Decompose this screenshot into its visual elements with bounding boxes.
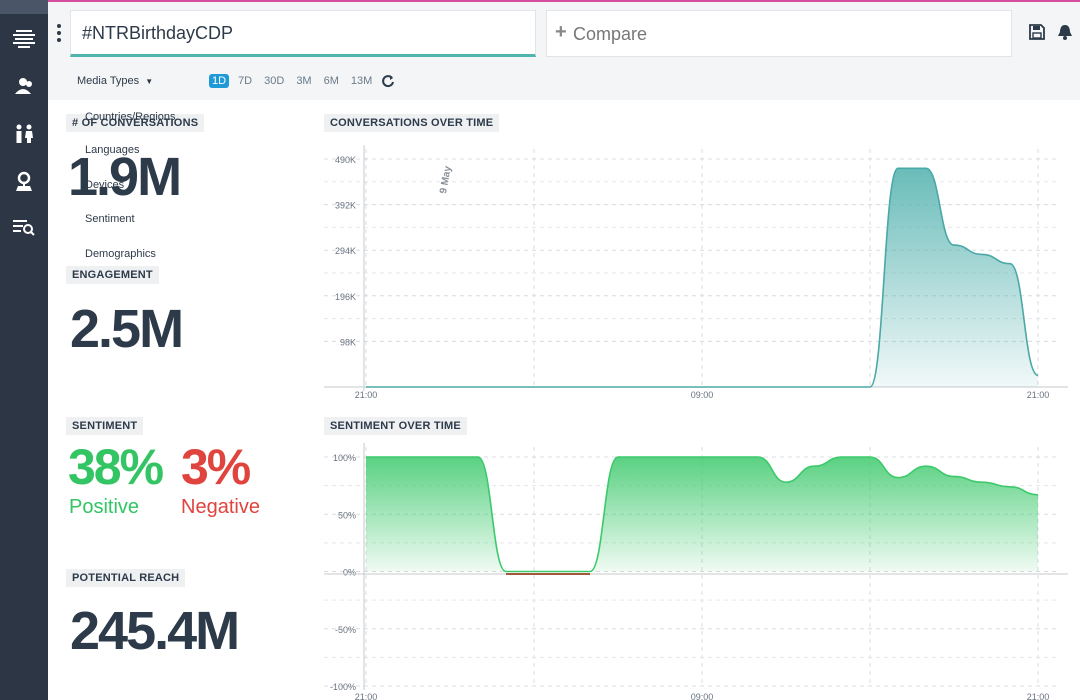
x-tick-label: 21:00 [355,390,378,400]
range-3m[interactable]: 3M [296,75,312,87]
top-accent-line [0,0,1080,2]
menu-item-demographics[interactable]: Demographics [85,248,156,260]
y-tick-label: 0% [343,568,356,578]
sidebar [0,0,48,700]
x-tick-label: 21:00 [1027,692,1050,700]
location-icon[interactable] [12,170,36,194]
sidebar-logo [0,0,48,14]
y-tick-label: 196K [335,292,356,302]
sentiment-chart-title: SENTIMENT OVER TIME [324,417,467,435]
media-types-label: Media Types [77,75,140,87]
y-tick-label: 490K [335,155,356,165]
list-search-icon[interactable] [12,216,36,240]
demographics-icon[interactable] [12,122,36,146]
series-area [366,168,1038,387]
x-tick-label: 21:00 [355,692,378,700]
range-7d[interactable]: 7D [238,75,253,87]
date-annotation: 9 May [438,165,454,195]
conversations-chart-title: CONVERSATIONS OVER TIME [324,114,500,132]
conversations-value: 1.9M [68,147,182,207]
negative-label: Negative [181,496,260,518]
media-types-dropdown[interactable]: Media Types ▼ [77,75,153,87]
x-tick-label: 09:00 [691,692,714,700]
series-line [366,456,1039,573]
y-tick-label: 50% [338,510,356,520]
x-tick-label: 09:00 [691,390,714,400]
menu-item-sentiment[interactable]: Sentiment [85,213,135,225]
search-query-text: #NTRBirthdayCDP [82,23,234,43]
engagement-label: ENGAGEMENT [66,266,159,284]
series-area [366,457,1038,572]
menu-item-languages[interactable]: Languages [85,144,140,156]
positive-label: Positive [69,496,140,518]
time-range-selector: 1D 7D 30D 3M 6M 13M [209,74,375,88]
y-tick-label: 392K [335,201,356,211]
stream-icon[interactable] [12,26,36,50]
range-30d[interactable]: 30D [264,75,285,87]
compare-label: Compare [573,24,648,44]
sentiment-chart: 100%50%0%-50%-100%21:00 09:00 21:00 [324,443,1068,700]
range-6m[interactable]: 6M [323,75,339,87]
sentiment-label: SENTIMENT [66,417,144,435]
menu-item-countries[interactable]: Countries/Regions [85,111,176,123]
save-icon[interactable] [1029,24,1047,42]
reach-label: POTENTIAL REACH [66,569,186,587]
range-13m[interactable]: 13M [350,75,373,87]
chevron-down-icon: ▼ [145,77,154,86]
engagement-value: 2.5M [70,299,184,359]
negative-pct: 3% [181,439,251,495]
positive-pct: 38% [68,439,164,495]
users-icon[interactable] [12,74,36,98]
search-query-field[interactable]: #NTRBirthdayCDP [70,10,536,57]
y-tick-label: -100% [330,682,356,692]
y-tick-label: -50% [335,625,356,635]
refresh-icon[interactable] [381,74,395,88]
bell-icon[interactable] [1057,24,1075,42]
reach-value: 245.4M [70,601,240,661]
plus-icon: + [555,21,567,43]
conversations-label: # OF CONVERSATIONS [66,114,205,132]
range-1d[interactable]: 1D [209,74,230,88]
y-tick-label: 98K [340,337,356,347]
y-tick-label: 100% [333,453,356,463]
menu-item-devices[interactable]: Devices [85,179,125,191]
conversations-chart: 490K 392K 294K 196K 98K 21:00 09:00 21:00 9 May [324,145,1068,400]
menu-kebab-icon[interactable] [55,24,63,42]
compare-field[interactable]: + Compare [546,10,1012,57]
y-tick-label: 294K [335,246,356,256]
series-line [366,167,1039,388]
x-tick-label: 21:00 [1027,390,1050,400]
